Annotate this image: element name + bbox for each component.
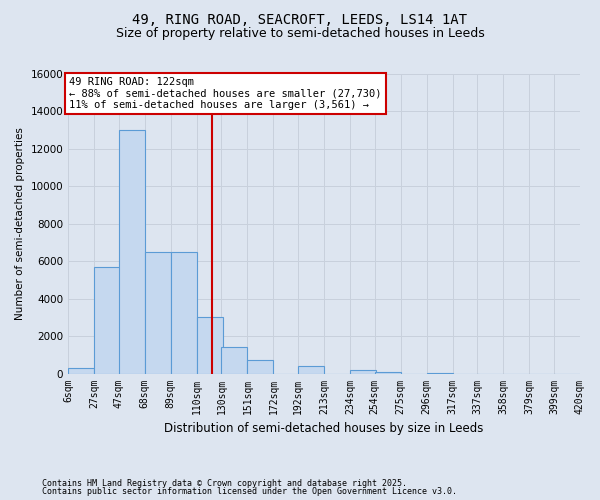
Bar [119,130,145,374]
Text: 49, RING ROAD, SEACROFT, LEEDS, LS14 1AT: 49, RING ROAD, SEACROFT, LEEDS, LS14 1AT [133,12,467,26]
Bar [375,372,401,374]
Text: 49 RING ROAD: 122sqm
← 88% of semi-detached houses are smaller (27,730)
11% of s: 49 RING ROAD: 122sqm ← 88% of semi-detac… [70,77,382,110]
Text: Contains public sector information licensed under the Open Government Licence v3: Contains public sector information licen… [42,487,457,496]
Bar [171,252,197,374]
Y-axis label: Number of semi-detached properties: Number of semi-detached properties [15,128,25,320]
Text: Size of property relative to semi-detached houses in Leeds: Size of property relative to semi-detach… [116,28,484,40]
X-axis label: Distribution of semi-detached houses by size in Leeds: Distribution of semi-detached houses by … [164,422,484,435]
Bar [427,372,452,374]
Bar [145,252,171,374]
Bar [221,348,247,374]
Bar [68,368,94,374]
Bar [247,360,274,374]
Bar [298,366,324,374]
Bar [350,370,376,374]
Bar [94,267,120,374]
Bar [197,318,223,374]
Text: Contains HM Land Registry data © Crown copyright and database right 2025.: Contains HM Land Registry data © Crown c… [42,478,407,488]
